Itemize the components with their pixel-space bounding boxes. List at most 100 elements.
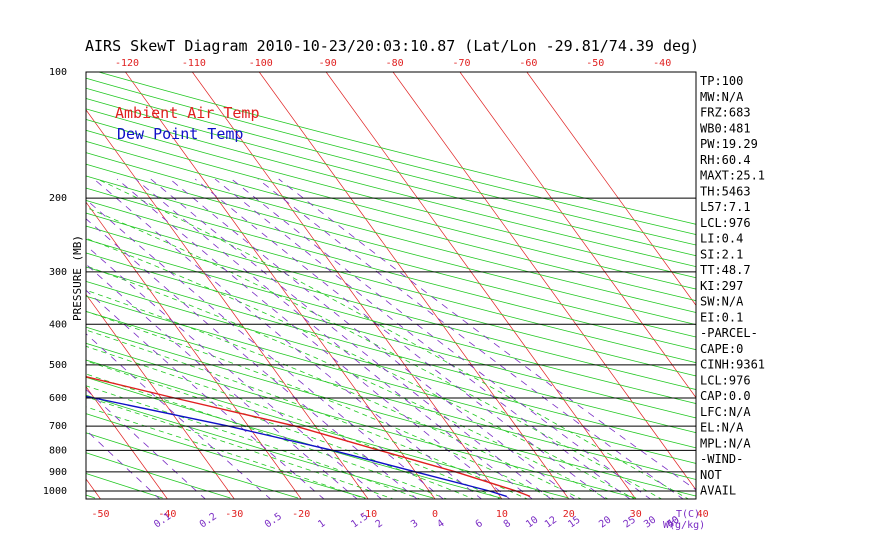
moist-adiabat-line [86,265,609,499]
dry-adiabat-line [86,376,501,499]
dry-adiabat-line [86,225,696,391]
pressure-tick-label: 400 [49,319,67,330]
stability-index-label: MPL:N/A [700,436,751,450]
temperature-tick-labels-bottom: -50 -40 -30 -20 -10 0 10 20 30 40 [91,509,708,520]
mixing-ratio-line [86,218,418,499]
mixing-ratio-tick-label: 10 [524,515,540,531]
top-temperature-tick-label: -40 [653,58,671,69]
mixing-ratio-line [135,178,533,499]
stability-index-label: MAXT:25.1 [700,169,765,183]
pressure-tick-label: 100 [49,67,67,78]
pressure-tick-labels: 100 200 300 400 500 600 700 800 900 1000 [43,67,67,497]
stability-index-label: LFC:N/A [700,405,751,419]
top-temperature-tick-label: -110 [182,58,206,69]
pressure-tick-label: 800 [49,445,67,456]
stability-index-label: TH:5463 [700,184,751,198]
mixing-ratio-line [169,178,575,499]
temperature-tick-label: 0 [432,509,438,520]
grid-lines [0,72,696,499]
plot-frame [85,71,697,500]
profile-lines [86,376,531,498]
isotherm-line [86,109,369,499]
mixing-ratio-tick-label: 4 [435,518,446,530]
moist-adiabat-line [86,310,556,499]
top-temperature-tick-label: -90 [319,58,337,69]
legend-dew-point-temp: Dew Point Temp [117,125,243,143]
top-temperature-tick-label: -70 [452,58,470,69]
pressure-tick-label: 300 [49,267,67,278]
isotherm-line [86,478,101,499]
isotherm-line [459,72,696,399]
legend-ambient-air-temp: Ambient Air Temp [115,104,260,122]
moist-adiabat-line [86,360,475,499]
temperature-unit-label: T(C) [676,509,700,520]
mixing-ratio-line [150,178,552,499]
mixing-ratio-line [214,178,631,499]
dry-adiabat-line [86,359,569,499]
temperature-tick-label: 10 [496,509,508,520]
dry-adiabat-line [86,326,696,497]
pressure-tick-label: 900 [49,467,67,478]
legend: Ambient Air Temp Dew Point Temp [115,104,260,143]
mixing-ratio-line [86,199,444,499]
stability-index-label: KI:297 [700,279,743,293]
mixing-ratio-line [116,178,511,499]
top-temperature-tick-label: -50 [586,58,604,69]
moist-adiabat-line [97,178,690,499]
top-temperature-tick-label: -60 [519,58,537,69]
pressure-lines [86,197,696,492]
mixing-ratio-line [194,178,606,499]
isotherm-line [125,72,436,499]
mixing-ratio-tick-label: 20 [597,515,613,531]
isotherm-line [0,72,34,499]
moist-adiabat-line [86,237,636,499]
moist-adiabat-line [86,396,395,499]
stability-index-label: PW:19.29 [700,137,758,151]
temperature-tick-labels-top: -120 -110 -100 -90 -80 -70 -60 -50 -40 [115,58,671,69]
dry-adiabat-line [86,252,696,419]
top-temperature-tick-label: -120 [115,58,139,69]
stability-index-label: L57:7.1 [700,200,751,214]
isotherm-line [192,72,503,499]
temperature-tick-label: 20 [563,509,575,520]
top-temperature-tick-label: -80 [386,58,404,69]
dry-adiabat-line [86,175,696,338]
mixing-ratio-line [86,245,382,499]
dry-adiabat-line [86,152,696,313]
chart-title: AIRS SkewT Diagram 2010-10-23/20:03:10.8… [85,37,699,55]
dry-adiabat-line [86,342,637,499]
mixing-ratio-tick-label: 0.5 [263,511,284,530]
temperature-tick-label: -50 [91,509,109,520]
moist-adiabat-line [86,289,582,499]
pressure-tick-label: 600 [49,393,67,404]
stability-index-label: FRZ:683 [700,106,751,120]
stability-index-label: RH:60.4 [700,153,751,167]
stability-index-label: -PARCEL- [700,326,758,340]
stability-index-label: NOT [700,468,722,482]
dry-adiabat-line [86,187,696,351]
dry-adiabat-line [86,108,696,268]
mixing-ratio-line [86,388,206,499]
mixing-ratio-tick-label: 3 [409,518,420,530]
stability-index-label: LCL:976 [700,216,751,230]
dry-adiabat-line [86,199,696,364]
pressure-tick-label: 200 [49,193,67,204]
stability-index-label: LI:0.4 [700,232,743,246]
mixing-ratio-line [86,429,161,499]
mixing-ratio-tick-label: 1 [316,518,327,530]
mixing-ratio-tick-label: 8 [502,518,513,530]
dry-adiabat-line [86,77,696,235]
pressure-tick-label: 500 [49,360,67,371]
stability-index-label: EL:N/A [700,421,744,435]
isotherm-line [86,201,302,499]
moist-adiabat-line [86,406,368,499]
y-axis-label: PRESSURE (MB) [71,235,84,321]
moist-adiabat-line [86,345,502,499]
dry-adiabat-line [86,266,696,434]
temperature-tick-label: 40 [697,509,709,520]
pressure-tick-label: 1000 [43,486,67,497]
mixing-ratio-tick-label: 6 [474,518,485,530]
series-line [86,376,531,498]
mixing-ratio-unit-label: W(g/kg) [663,520,705,531]
